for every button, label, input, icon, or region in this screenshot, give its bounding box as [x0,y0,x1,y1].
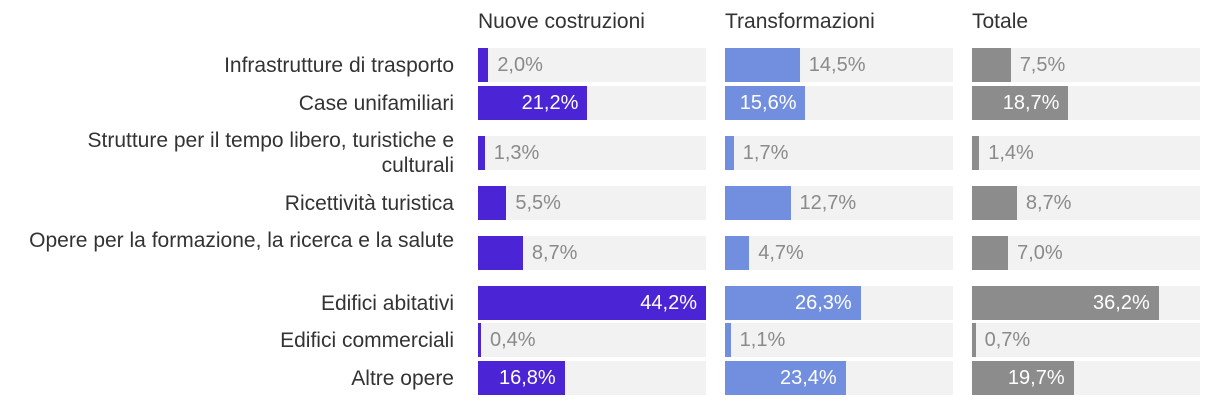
bar-track: 8,7% [478,236,706,270]
bar [972,186,1017,220]
bar [478,136,485,170]
bar-track: 18,7% [972,86,1200,120]
bar-track: 5,5% [478,186,706,220]
bar [972,48,1011,82]
bar [725,86,806,120]
bar-track: 36,2% [972,286,1200,320]
bar [478,236,523,270]
bar-track: 19,7% [972,361,1200,395]
bar-track: 26,3% [725,286,953,320]
series-header-transformazioni: Transformazioni [725,10,875,33]
data-label: 44,2% [640,292,697,314]
category-label: Edifici abitativi [320,291,454,315]
data-label: 8,7% [531,242,578,264]
category-label: Ricettività turistica [284,191,454,215]
category-label: Strutture per il tempo libero, turistich… [87,129,455,177]
bar [478,361,565,395]
bar [972,323,976,357]
bar-track: 4,7% [725,236,953,270]
bar [478,323,481,357]
series-header-totale: Totale [972,10,1029,33]
bar [478,186,507,220]
data-label: 1,7% [742,142,789,164]
data-label: 19,7% [1007,367,1065,389]
bar-track: 44,2% [478,286,706,320]
data-label: 7,5% [1019,54,1066,76]
bar-track: 1,1% [725,323,953,357]
data-label: 8,7% [1025,192,1072,214]
bar [725,186,791,220]
bar-track: 14,5% [725,48,953,82]
bar-track: 0,7% [972,323,1200,357]
bar-track: 23,4% [725,361,953,395]
bar-track: 15,6% [725,86,953,120]
category-label: Infrastrutture di trasporto [224,53,454,77]
data-label: 21,2% [521,92,579,114]
bar-track: 12,7% [725,186,953,220]
data-label: 5,5% [515,192,561,214]
bar [972,136,980,170]
bar [725,361,846,395]
bar [725,323,731,357]
bar-track: 1,3% [478,136,706,170]
category-label: Altre opere [351,366,454,390]
bar-track: 8,7% [972,186,1200,220]
bar-track: 7,0% [972,236,1200,270]
bar [972,286,1159,320]
bar-track: 1,7% [725,136,953,170]
data-label: 14,5% [808,54,866,76]
data-label: 16,8% [498,367,556,389]
bar-track: 7,5% [972,48,1200,82]
data-label: 15,6% [739,92,797,114]
bar [725,236,750,270]
data-label: 18,7% [1002,92,1060,114]
bar-track: 0,4% [478,323,706,357]
bar-track: 21,2% [478,86,706,120]
data-label: 26,3% [794,292,852,314]
bar-track: 2,0% [478,48,706,82]
data-label: 0,7% [984,329,1031,351]
bar [478,286,706,320]
bar-track: 16,8% [478,361,706,395]
bar [725,286,861,320]
bar-track: 1,4% [972,136,1200,170]
data-label: 1,1% [739,329,786,351]
bar [478,86,588,120]
data-label: 23,4% [780,367,837,389]
category-label: Opere per la formazione, la ricerca e la… [29,229,454,252]
bar [478,48,489,82]
bar [725,48,800,82]
data-label: 7,0% [1017,242,1063,264]
data-label: 1,4% [988,142,1034,164]
bar [725,136,734,170]
category-label: Case unifamiliari [298,91,454,115]
data-label: 2,0% [497,54,543,76]
data-label: 4,7% [758,242,804,264]
bar [972,86,1069,120]
bar [972,361,1074,395]
category-label: Edifici commerciali [280,328,454,352]
data-label: 0,4% [490,329,536,351]
data-label: 12,7% [799,192,857,214]
data-label: 1,3% [493,142,540,164]
bar [972,236,1009,270]
data-label: 36,2% [1093,292,1150,314]
series-header-nuove-costruzioni: Nuove costruzioni [478,10,645,33]
